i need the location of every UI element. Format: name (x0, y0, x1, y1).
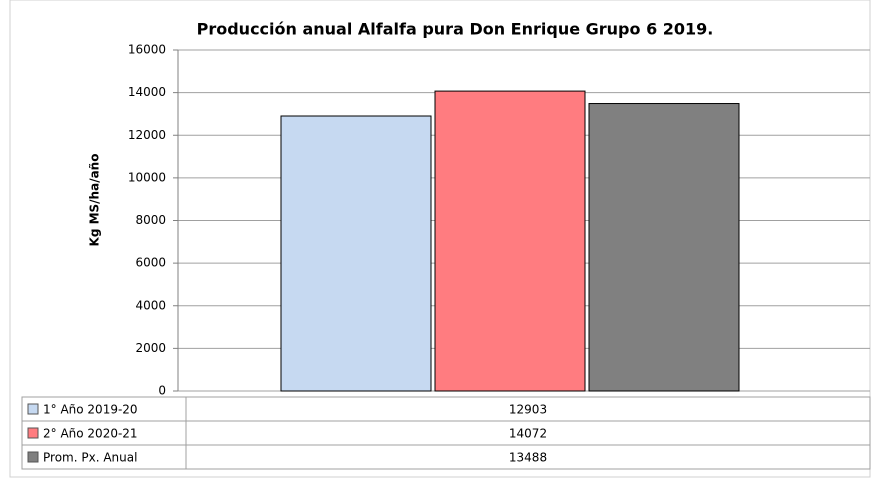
table-value: 13488 (509, 451, 547, 465)
bar (434, 90, 586, 392)
y-tick-label: 16000 (128, 43, 166, 57)
table-value: 14072 (509, 427, 547, 441)
legend-key (27, 451, 39, 463)
table-row-value-cell (185, 444, 871, 470)
y-tick-label: 8000 (135, 213, 166, 227)
y-tick-label: 14000 (128, 85, 166, 99)
legend-key (27, 403, 39, 415)
y-axis-label: Kg MS/ha/año (88, 154, 102, 247)
legend-label: 2° Año 2020-21 (43, 427, 138, 441)
legend-label: 1° Año 2019-20 (43, 403, 138, 417)
y-tick-label: 10000 (128, 170, 166, 184)
legend-label: Prom. Px. Anual (43, 451, 137, 465)
legend-key (27, 427, 39, 439)
table-value: 12903 (509, 403, 547, 417)
y-tick-label: 2000 (135, 341, 166, 355)
bar (280, 115, 432, 392)
chart-title: Producción anual Alfalfa pura Don Enriqu… (197, 20, 714, 39)
y-tick-label: 4000 (135, 298, 166, 312)
y-tick-label: 6000 (135, 256, 166, 270)
bar (588, 103, 740, 392)
y-tick-label: 0 (158, 384, 166, 398)
y-tick-label: 12000 (128, 128, 166, 142)
